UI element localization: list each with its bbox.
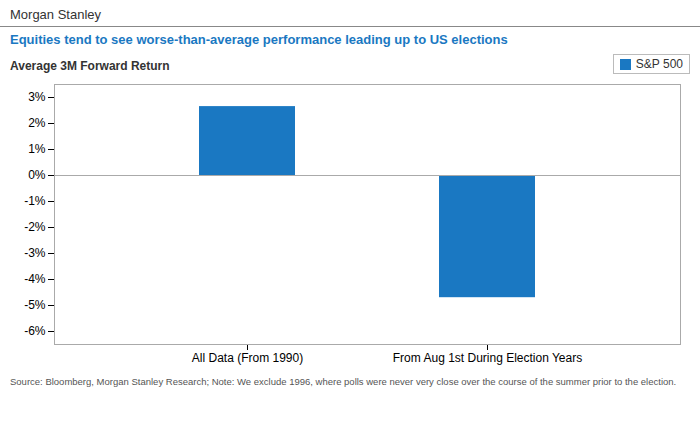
svg-text:-6%: -6%: [24, 324, 46, 338]
svg-text:3%: 3%: [28, 90, 46, 104]
svg-text:-1%: -1%: [24, 194, 46, 208]
html-text:Equities tend to see worse-tha: Equities tend to see worse-than-average …: [10, 32, 508, 47]
svg-text:2%: 2%: [28, 116, 46, 130]
html-text:Morgan Stanley: Morgan Stanley: [10, 7, 102, 22]
svg-text:0%: 0%: [28, 168, 46, 182]
html-text:Source: Bloomberg, Morgan Stan: Source: Bloomberg, Morgan Stanley Resear…: [10, 376, 677, 387]
svg-text:-2%: -2%: [24, 220, 46, 234]
svg-text:-4%: -4%: [24, 272, 46, 286]
svg-text:All Data (From 1990): All Data (From 1990): [192, 351, 303, 365]
html-text:Average 3M Forward Return: Average 3M Forward Return: [10, 59, 170, 73]
svg-text:-5%: -5%: [24, 298, 46, 312]
svg-text:-3%: -3%: [24, 246, 46, 260]
svg-text:1%: 1%: [28, 142, 46, 156]
svg-text:From Aug 1st During Election Y: From Aug 1st During Election Years: [393, 351, 582, 365]
html-text:S&P 500: S&P 500: [635, 57, 683, 71]
